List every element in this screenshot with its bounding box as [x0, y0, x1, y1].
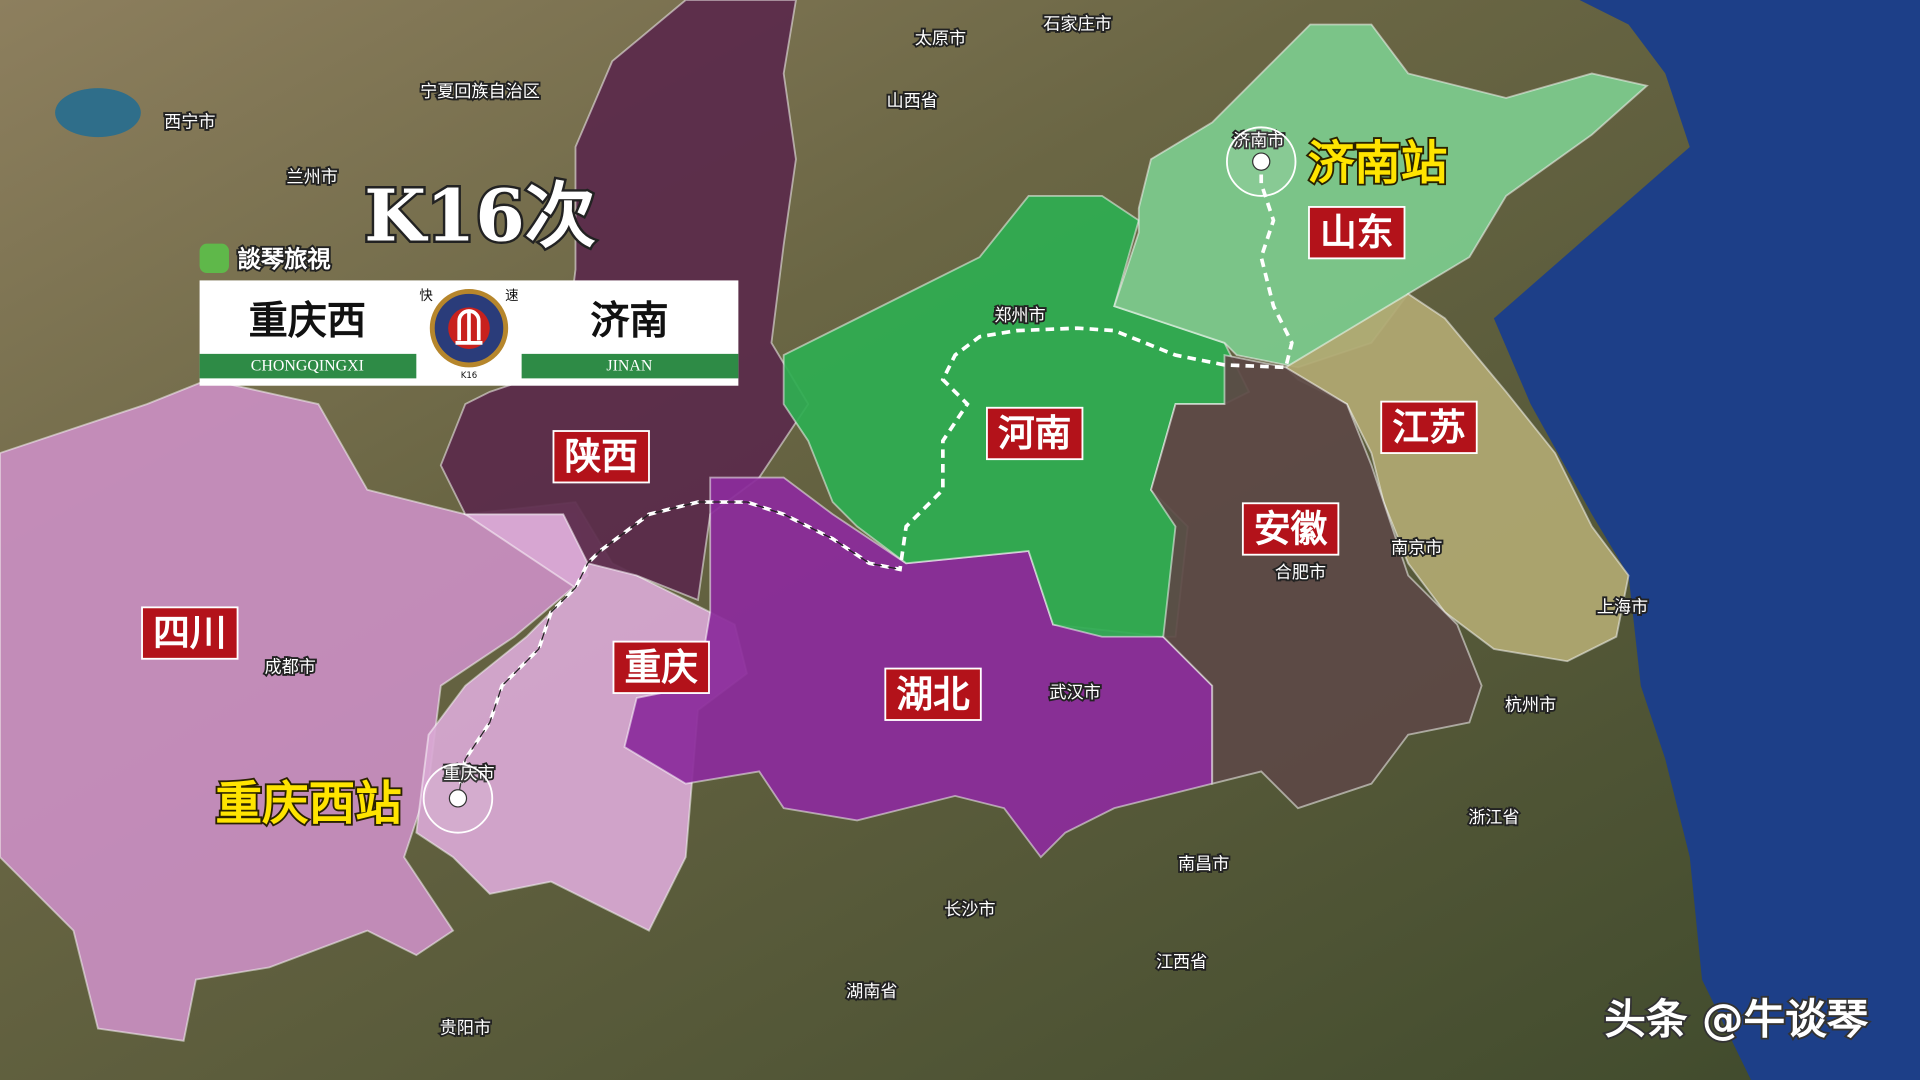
place-label: 南昌市: [1178, 854, 1229, 874]
place-label: 兰州市: [287, 168, 338, 188]
title: K16次: [364, 174, 596, 258]
sign-destination: 济南: [590, 298, 668, 344]
station-dot: [1252, 152, 1271, 171]
province-label: 重庆: [624, 646, 698, 689]
sea: [1493, 0, 1920, 1080]
place-label: 浙江省: [1468, 808, 1519, 828]
sichuan-region: [0, 378, 589, 1042]
place-label: 山西省: [887, 92, 938, 112]
place-label: 宁夏回族自治区: [420, 82, 540, 102]
badge-left: 快: [419, 288, 433, 304]
place-label: 郑州市: [994, 306, 1045, 326]
province-label: 安徽: [1254, 507, 1328, 550]
jiangsu-region: [1284, 292, 1630, 663]
railway-logo: [455, 309, 483, 345]
lake: [55, 88, 141, 138]
chongqing-region: [415, 501, 748, 932]
logo: 談琴旅視: [238, 246, 331, 273]
place-label: 贵阳市: [440, 1019, 491, 1039]
province-label: 湖北: [896, 673, 970, 716]
ticket-sign: 重庆西 CHONGQINGXI 济南 JINAN 快 速 K16: [199, 280, 739, 386]
logo-icon: [199, 243, 229, 274]
station-label: 重庆西站: [216, 776, 402, 830]
province-tag: 四川: [141, 606, 239, 660]
sign-destination-pinyin: JINAN: [606, 358, 652, 375]
province-tag: 湖北: [884, 667, 982, 721]
place-label: 太原市: [915, 29, 966, 49]
province-box: [552, 430, 650, 484]
province-label: 四川: [153, 612, 226, 655]
province-label: 陕西: [564, 435, 637, 478]
shandong-region: [1113, 23, 1649, 369]
province-tag: 陕西: [552, 430, 650, 484]
province-box: [141, 606, 239, 660]
place-label: 石家庄市: [1043, 14, 1112, 34]
badge-right: 速: [505, 288, 518, 304]
province-label: 河南: [998, 412, 1071, 455]
province-box: [612, 640, 710, 694]
province-label: 山东: [1320, 211, 1393, 254]
place-label: 湖南省: [846, 982, 897, 1002]
station-label: 济南站: [1308, 136, 1448, 190]
place-label: 南京市: [1391, 539, 1442, 559]
province-tag: 安徽: [1241, 502, 1340, 556]
province-box: [1308, 206, 1406, 260]
sign-origin: 重庆西: [249, 298, 367, 344]
province-tag: 重庆: [612, 640, 710, 694]
station-dot: [448, 789, 468, 808]
anhui-region: [1150, 353, 1483, 810]
province-tag: 河南: [986, 406, 1084, 461]
watermark: 头条 @牛谈琴: [1604, 994, 1869, 1043]
province-tag: 山东: [1308, 206, 1406, 260]
place-label: 合肥市: [1275, 563, 1326, 583]
sign-band: [199, 353, 417, 379]
sign-origin-pinyin: CHONGQINGXI: [251, 358, 364, 375]
place-label: 西宁市: [164, 112, 215, 132]
province-box: [884, 667, 982, 721]
province-box: [1241, 502, 1340, 556]
province-tag: 江苏: [1380, 400, 1478, 454]
province-label: 江苏: [1392, 406, 1465, 449]
province-box: [986, 406, 1084, 461]
place-label: 重庆市: [443, 764, 494, 784]
place-label: 杭州市: [1505, 695, 1556, 715]
route: [456, 161, 1294, 799]
sign-band: [521, 353, 739, 379]
place-label: 成都市: [265, 657, 316, 677]
place-label: 济南市: [1233, 131, 1284, 151]
province-box: [1380, 400, 1478, 454]
place-label: 上海市: [1597, 597, 1648, 617]
badge-code: K16: [461, 371, 478, 381]
place-label: 武汉市: [1049, 683, 1100, 703]
place-label: 江西省: [1156, 952, 1207, 972]
place-label: 长沙市: [944, 900, 995, 920]
route-shadow: [457, 501, 901, 799]
